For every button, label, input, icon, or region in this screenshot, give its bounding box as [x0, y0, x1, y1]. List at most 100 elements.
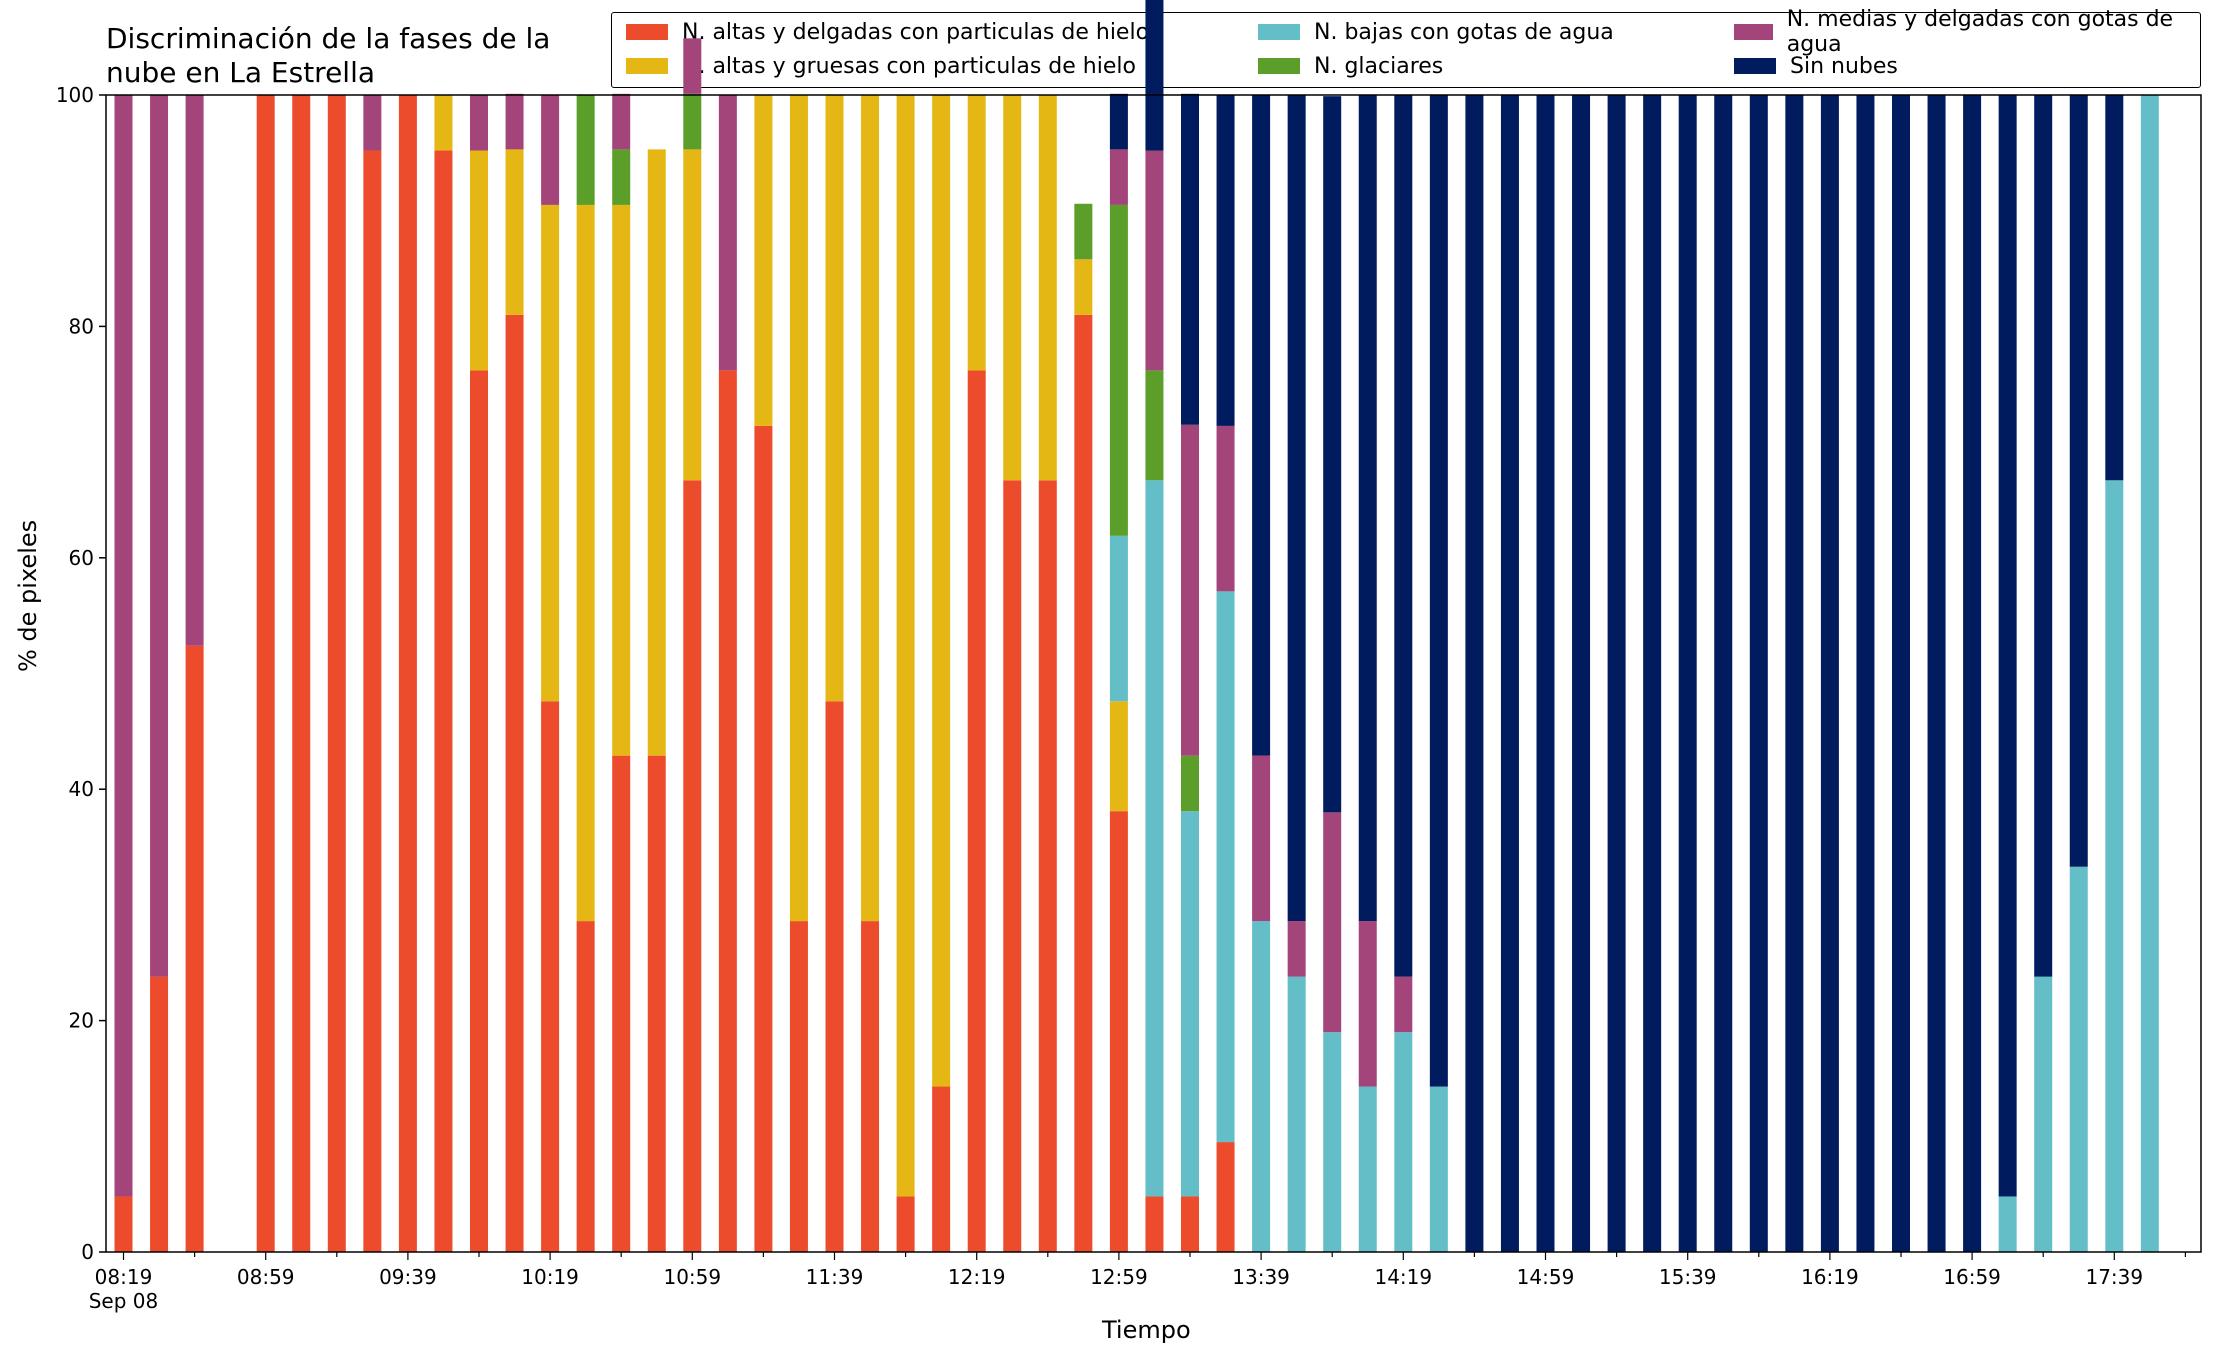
bar-segment: [932, 95, 951, 1087]
bar-segment: [1785, 95, 1804, 1252]
bar-segment: [1216, 591, 1235, 1143]
bar-segment: [612, 149, 631, 205]
bar-segment: [185, 645, 204, 1252]
bar-segment: [2105, 480, 2124, 1252]
bar-segment: [612, 204, 631, 756]
bar-segment: [363, 150, 382, 1252]
bar-segment: [1145, 0, 1164, 151]
bar-segment: [612, 93, 631, 150]
x-axis-label: Tiempo: [1102, 1316, 1191, 1344]
bar-segment: [1394, 1032, 1413, 1252]
bar-segment: [2034, 976, 2053, 1252]
x-tick-label: 14:19: [1374, 1265, 1432, 1289]
bar-segment: [114, 1196, 133, 1252]
legend-swatch: [1734, 24, 1773, 40]
bar-segment: [256, 95, 275, 1252]
bar-segment: [896, 1196, 915, 1252]
bar-segment: [1252, 755, 1271, 922]
legend-item: N. altas y delgadas con particulas de hi…: [626, 17, 1149, 47]
bar-segment: [1145, 150, 1164, 371]
bar-segment: [1003, 480, 1022, 1252]
bar-segment: [754, 95, 773, 426]
bar-segment: [398, 95, 417, 1252]
bar-segment: [327, 95, 346, 1252]
bar-segment: [647, 755, 666, 1252]
bar-segment: [1500, 95, 1519, 1252]
bar-segment: [1856, 95, 1875, 1252]
x-tick-label: 12:19: [948, 1265, 1006, 1289]
bar-segment: [861, 921, 880, 1252]
bar-segment: [114, 95, 133, 1197]
bar-segment: [1287, 976, 1306, 1252]
bar-segment: [363, 95, 382, 151]
bar-segment: [470, 95, 488, 151]
bar-segment: [1216, 1142, 1235, 1252]
bar-segment: [825, 701, 844, 1252]
bar-segment: [1892, 95, 1910, 1252]
bar-segment: [434, 150, 453, 1252]
bar-segment: [789, 921, 808, 1252]
bar-segment: [2069, 866, 2088, 1252]
bar-segment: [541, 701, 560, 1252]
bar-segment: [683, 480, 702, 1252]
y-tick-label: 40: [69, 777, 94, 801]
y-tick-label: 100: [56, 83, 94, 107]
bar-segment: [2069, 95, 2088, 867]
bar-segment: [1109, 701, 1128, 812]
bar-segment: [1927, 95, 1946, 1252]
bar-segment: [470, 150, 488, 371]
bar-segment: [1145, 370, 1164, 481]
x-tick-label: 08:19: [95, 1265, 153, 1289]
bar-segment: [1429, 95, 1448, 1087]
legend-swatch: [1258, 58, 1300, 74]
legend-label: N. medias y delgadas con gotas de agua: [1786, 7, 2174, 57]
bar-segment: [1109, 93, 1128, 150]
x-tick-label: 10:59: [663, 1265, 721, 1289]
bar-segment: [150, 95, 169, 977]
y-tick-label: 60: [69, 546, 94, 570]
bar-segment: [754, 425, 773, 1253]
bar-segment: [576, 204, 595, 922]
bar-segment: [1394, 95, 1413, 977]
bar-segment: [683, 149, 702, 481]
bar-segment: [718, 95, 737, 371]
x-tick-label: 16:19: [1801, 1265, 1859, 1289]
bar-segment: [1181, 424, 1199, 756]
bar-segment: [1358, 95, 1377, 922]
legend-item: N. glaciares: [1258, 51, 1443, 81]
bar-segment: [292, 95, 311, 1252]
bar-segment: [1323, 1032, 1342, 1252]
bar-segment: [541, 204, 560, 702]
bar-segment: [1820, 95, 1839, 1252]
bar-segment: [1074, 203, 1093, 260]
x-date-label: Sep 08: [89, 1289, 159, 1313]
bar-segment: [1145, 1196, 1164, 1252]
legend-label: N. glaciares: [1314, 53, 1444, 79]
bar-segment: [1749, 95, 1768, 1252]
bar-segment: [576, 95, 595, 205]
bar-segment: [789, 95, 808, 922]
bar-segment: [1109, 204, 1128, 536]
legend-item: Sin nubes: [1734, 51, 1898, 81]
bar-segment: [718, 370, 737, 1253]
bar-segment: [1181, 93, 1199, 425]
bar-segment: [1216, 95, 1235, 426]
bar-segment: [1572, 95, 1591, 1252]
bar-segment: [505, 93, 524, 150]
legend-label: N. altas y delgadas con particulas de hi…: [682, 19, 1150, 45]
bar-segment: [2034, 95, 2053, 977]
bar-segment: [1998, 1196, 2017, 1252]
bar-segment: [1074, 314, 1093, 1253]
legend-label: N. altas y gruesas con particulas de hie…: [682, 53, 1136, 79]
bar-segment: [1216, 425, 1235, 592]
bar-segment: [505, 149, 524, 315]
legend-swatch: [626, 24, 668, 40]
y-tick-label: 20: [69, 1009, 94, 1033]
bar-segment: [2105, 95, 2124, 481]
plot-frame: [105, 94, 2202, 1253]
x-tick-label: 16:59: [1943, 1265, 2001, 1289]
x-tick-label: 14:59: [1517, 1265, 1575, 1289]
bar-segment: [1963, 95, 1982, 1252]
bar-segment: [470, 370, 488, 1253]
bar-segment: [2140, 95, 2159, 1252]
